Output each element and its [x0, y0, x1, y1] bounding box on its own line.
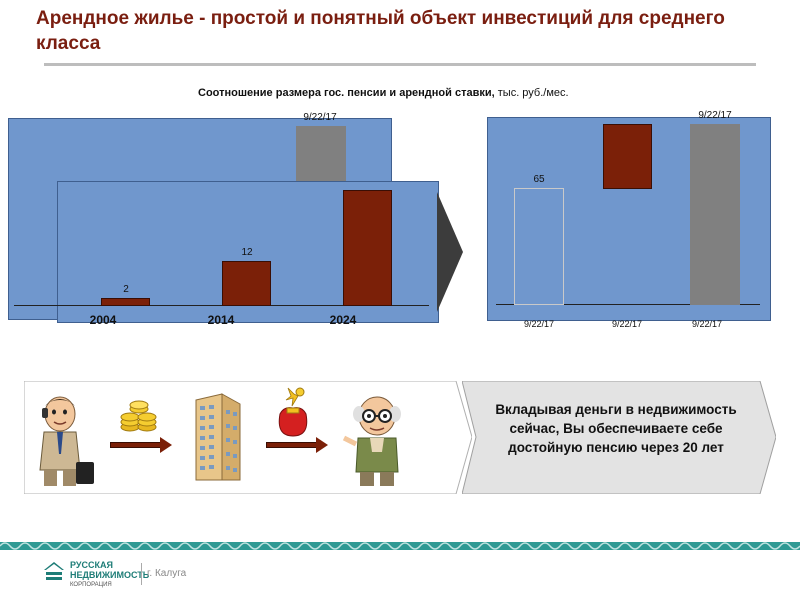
right-bar-3 [690, 124, 740, 305]
chart-subtitle: Соотношение размера гос. пенсии и арендн… [198, 87, 569, 99]
year-label-2014: 2014 [207, 313, 235, 327]
transition-arrow-icon [437, 192, 463, 312]
bar-2014-label: 12 [241, 247, 253, 258]
callout-box [462, 381, 776, 494]
bar-2024 [343, 190, 392, 306]
logo-line-2: НЕДВИЖИМОСТЬ [70, 570, 150, 580]
right-x-label-3-text: 9/22/17 [691, 319, 723, 329]
elderly-man-icon [342, 396, 401, 486]
bar-2004-label: 2 [123, 284, 129, 295]
back-grey-bar-label: 9/22/17 [303, 112, 337, 123]
right-bar-3-label: 9/22/17 [698, 110, 732, 121]
right-bar-1-label: 65 [533, 174, 545, 185]
bar-2004 [101, 298, 150, 306]
logo-line-3: КОРПОРАЦИЯ [70, 582, 112, 588]
right-x-label-1: 9/22/17 [523, 319, 555, 329]
front-chart-baseline [14, 305, 429, 306]
chart-subtitle-bold: Соотношение размера гос. пенсии и арендн… [198, 87, 495, 99]
year-label-2004: 2004 [89, 313, 117, 327]
company-logo-icon [44, 562, 64, 580]
gold-coins-icon [120, 400, 157, 432]
footer-city: г. Калуга [147, 568, 187, 579]
right-x-label-2: 9/22/17 [611, 319, 643, 329]
logo-separator [141, 563, 142, 585]
logo-line-1: РУССКАЯ [70, 560, 113, 570]
logo-wordmark: РУССКАЯ НЕДВИЖИМОСТЬ [70, 560, 149, 580]
right-chart-baseline [496, 304, 760, 305]
chart-subtitle-units: тыс. руб./мес. [494, 87, 569, 99]
back-grey-bar [296, 126, 346, 186]
slide-title: Арендное жилье - простой и понятный объе… [36, 8, 725, 54]
title-divider [44, 63, 756, 66]
year-label-2024: 2024 [329, 313, 357, 327]
right-bar-2 [603, 124, 652, 189]
decorative-wave-border [0, 542, 800, 550]
apartment-building-icon [195, 393, 241, 481]
businessman-with-phone-icon [39, 396, 94, 486]
step-arrow-1-icon [110, 437, 172, 453]
bar-2014 [222, 261, 271, 306]
callout-text: Вкладывая деньги в недвижимость сейчас, … [495, 402, 737, 455]
right-bar-1 [514, 188, 564, 305]
step-arrow-2-icon [266, 437, 328, 453]
right-x-label-3: 9/22/17 [689, 318, 725, 330]
money-bag-icon [278, 387, 308, 437]
